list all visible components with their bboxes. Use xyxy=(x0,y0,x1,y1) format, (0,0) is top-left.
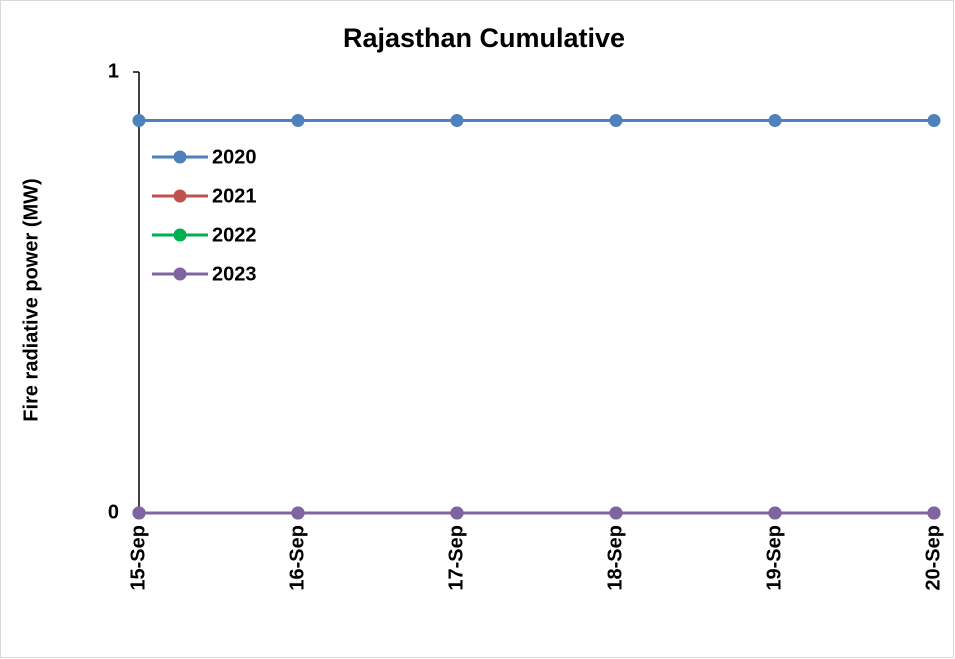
y-tick-label: 0 xyxy=(108,501,119,523)
legend-label: 2021 xyxy=(212,185,257,207)
series-marker xyxy=(609,114,623,128)
legend-label: 2023 xyxy=(212,263,257,285)
legend-label: 2022 xyxy=(212,224,257,246)
series-marker xyxy=(291,506,305,520)
series-marker xyxy=(450,506,464,520)
series-marker xyxy=(768,114,782,128)
legend-marker xyxy=(173,228,187,242)
x-tick-label: 17-Sep xyxy=(445,525,467,591)
x-tick-label: 15-Sep xyxy=(127,525,149,591)
x-tick-label: 18-Sep xyxy=(604,525,626,591)
legend-label: 2020 xyxy=(212,146,257,168)
series-marker xyxy=(927,114,941,128)
y-axis-label: Fire radiative power (MW) xyxy=(20,178,42,421)
x-tick-label: 19-Sep xyxy=(763,525,785,591)
series-marker xyxy=(450,114,464,128)
series-marker xyxy=(609,506,623,520)
x-tick-label: 20-Sep xyxy=(922,525,944,591)
legend-marker xyxy=(173,189,187,203)
series-marker xyxy=(291,114,305,128)
x-tick-label: 16-Sep xyxy=(286,525,308,591)
series-marker xyxy=(132,114,146,128)
series-marker xyxy=(927,506,941,520)
legend-marker xyxy=(173,267,187,281)
series-marker xyxy=(132,506,146,520)
y-tick-label: 1 xyxy=(108,60,119,82)
legend-marker xyxy=(173,150,187,164)
chart-title: Rajasthan Cumulative xyxy=(343,23,625,53)
series-marker xyxy=(768,506,782,520)
